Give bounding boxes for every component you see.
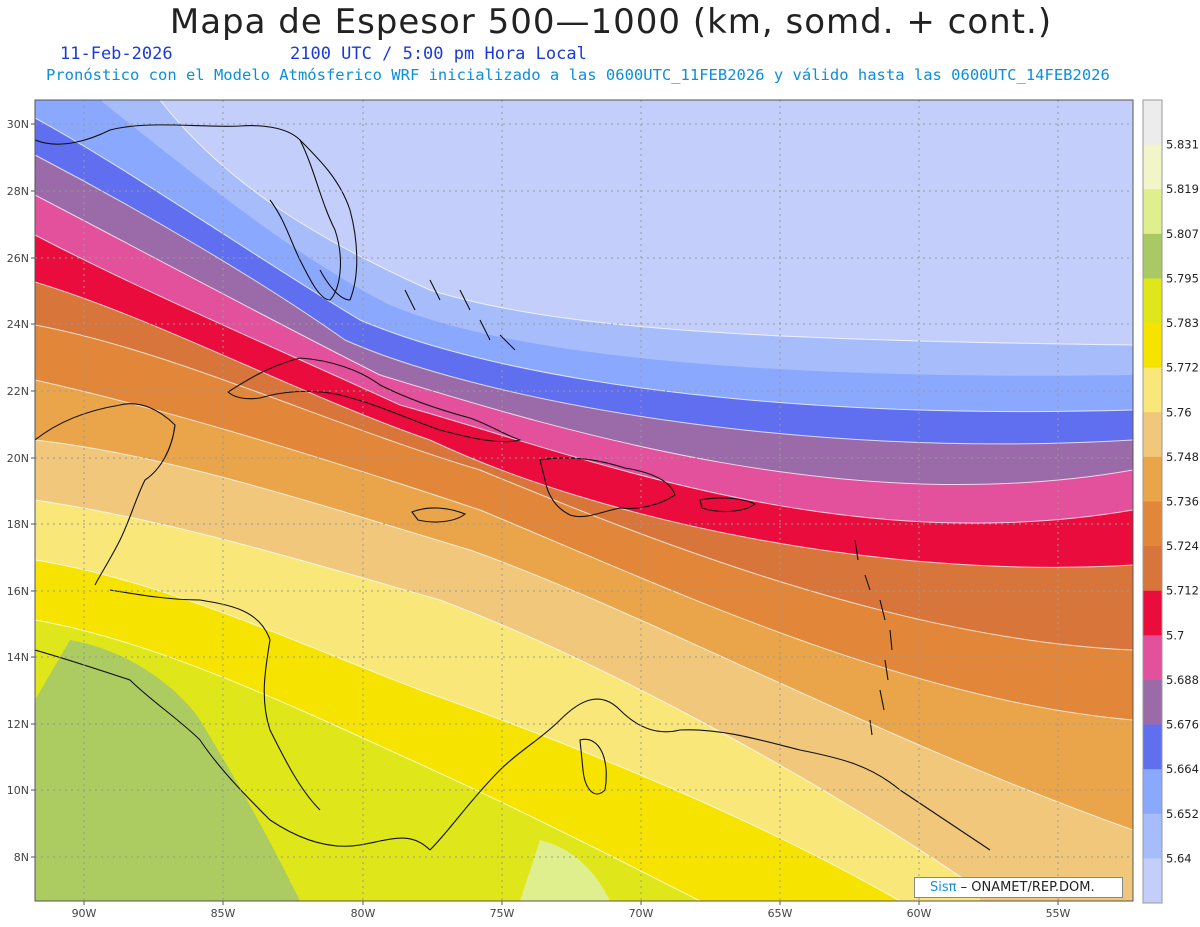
florida-peninsula <box>299 139 358 301</box>
lat-label: 14N <box>7 651 29 664</box>
lon-label: 55W <box>1046 907 1071 920</box>
colorbar-swatch <box>1143 546 1162 592</box>
lon-label: 85W <box>211 907 236 920</box>
lat-label: 16N <box>7 585 29 598</box>
hispaniola <box>539 457 676 518</box>
colorbar-swatch <box>1143 858 1162 904</box>
colorbar-swatch <box>1143 679 1162 726</box>
puerto-rico <box>699 497 757 513</box>
map-title: Mapa de Espesor 500—1000 (km, somd. + co… <box>169 2 1053 42</box>
colorbar-label: 5.712 <box>1166 584 1199 598</box>
colorbar-label: 5.772 <box>1166 361 1199 375</box>
latitude-labels: 30N 28N 26N 24N 22N 20N 18N 16N 14N 12N … <box>7 118 29 864</box>
cuba <box>227 357 522 443</box>
thickness-bands <box>35 100 1133 901</box>
lon-label: 60W <box>907 907 932 920</box>
colorbar-label: 5.795 <box>1166 271 1199 285</box>
colorbar-label: 5.819 <box>1166 182 1199 196</box>
colorbar-swatch <box>1143 590 1162 636</box>
colorbar-label: 5.736 <box>1166 495 1199 509</box>
lat-label: 28N <box>7 185 29 198</box>
band-5807-patch <box>35 640 300 901</box>
colorbar-label: 5.748 <box>1166 450 1199 464</box>
colorbar-swatch <box>1143 189 1162 235</box>
lat-label: 24N <box>7 318 29 331</box>
lat-label: 12N <box>7 718 29 731</box>
contour-lines <box>35 100 1133 901</box>
colorbar-swatch <box>1143 100 1162 146</box>
colorbar-label: 5.64 <box>1166 851 1192 865</box>
yucatan <box>35 403 176 586</box>
colorbar-swatch <box>1143 635 1162 681</box>
us-gulf-coast <box>35 124 341 301</box>
colorbar-swatch <box>1143 813 1162 859</box>
colorbar-frame <box>1142 99 1163 904</box>
sispi-logo-text: Sisπ <box>930 880 957 895</box>
longitude-labels: 90W 85W 80W 75W 70W 65W 60W 55W <box>72 907 1071 920</box>
credit-box: Sisπ – ONAMET/REP.DOM. <box>914 877 1123 898</box>
lon-label: 70W <box>629 907 654 920</box>
colorbar-label: 5.688 <box>1166 673 1199 687</box>
colorbar-label: 5.783 <box>1166 316 1199 330</box>
central-america-caribbean <box>109 589 321 811</box>
lat-label: 30N <box>7 118 29 131</box>
colorbar-swatch <box>1143 456 1162 502</box>
colorbar-swatch <box>1143 323 1162 369</box>
map-frame <box>34 99 1134 902</box>
colorbar-swatch <box>1143 412 1162 458</box>
colorbar-swatch <box>1143 367 1162 413</box>
jamaica <box>411 507 467 523</box>
lat-label: 22N <box>7 385 29 398</box>
lat-label: 20N <box>7 452 29 465</box>
model-description: Pronóstico con el Modelo Atmósferico WRF… <box>46 66 1110 84</box>
colorbar-swatch <box>1143 278 1162 324</box>
central-america <box>35 649 431 851</box>
colorbar-label: 5.724 <box>1166 539 1199 553</box>
bahamas <box>404 279 516 351</box>
colorbar-swatch <box>1143 769 1162 815</box>
lon-label: 90W <box>72 907 97 920</box>
colorbar-label: 5.807 <box>1166 227 1199 241</box>
colorbar-label: 5.676 <box>1166 718 1199 732</box>
colorbar-label: 5.664 <box>1166 762 1199 776</box>
colorbar-label: 5.831 <box>1166 138 1199 152</box>
colorbar-label: 5.76 <box>1166 405 1192 419</box>
axis-ticks <box>31 123 1059 905</box>
credit-text: – ONAMET/REP.DOM. <box>960 880 1095 895</box>
lesser-antilles <box>854 539 893 736</box>
lat-label: 26N <box>7 252 29 265</box>
lat-label: 8N <box>14 851 29 864</box>
lat-label: 10N <box>7 784 29 797</box>
colorbar-swatch <box>1143 724 1162 770</box>
colorbar-label: 5.7 <box>1166 628 1184 642</box>
coastlines <box>35 124 991 851</box>
lon-label: 75W <box>490 907 515 920</box>
lon-label: 65W <box>768 907 793 920</box>
graticule <box>35 100 1133 901</box>
colorbar: 5.831 5.819 5.807 5.795 5.783 5.772 5.76 5.748 5… <box>1142 99 1199 904</box>
lon-label: 80W <box>351 907 376 920</box>
colorbar-swatch <box>1143 233 1162 279</box>
forecast-date: 11-Feb-2026 <box>60 44 173 64</box>
forecast-time: 2100 UTC / 5:00 pm Hora Local <box>290 44 587 64</box>
colorbar-swatch <box>1143 144 1162 190</box>
colorbar-label: 5.652 <box>1166 807 1199 821</box>
colorbar-swatch <box>1143 501 1162 547</box>
band-5819-patch <box>520 840 610 901</box>
lat-label: 18N <box>7 518 29 531</box>
